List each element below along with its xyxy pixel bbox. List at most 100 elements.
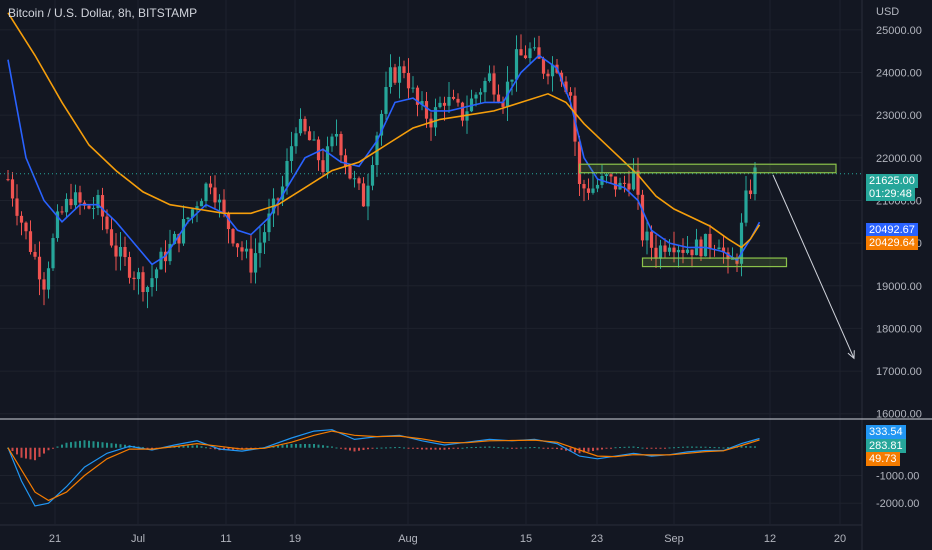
candle-body[interactable] <box>159 251 163 270</box>
candle-body[interactable] <box>339 133 343 156</box>
candle-body[interactable] <box>388 67 393 88</box>
candle-body[interactable] <box>370 165 375 186</box>
candle-body[interactable] <box>42 279 46 290</box>
candle-body[interactable] <box>330 136 334 147</box>
candle-body[interactable] <box>127 257 132 278</box>
candle-body[interactable] <box>451 96 456 99</box>
candle-body[interactable] <box>541 58 546 74</box>
candle-body[interactable] <box>352 178 357 180</box>
candle-body[interactable] <box>676 249 681 253</box>
candle-body[interactable] <box>636 170 640 195</box>
candle-body[interactable] <box>60 211 64 213</box>
candle-body[interactable] <box>546 73 550 77</box>
candle-body[interactable] <box>564 81 568 93</box>
candle-body[interactable] <box>501 101 505 107</box>
candle-body[interactable] <box>132 277 136 280</box>
candle-body[interactable] <box>136 272 141 280</box>
candle-body[interactable] <box>663 245 667 252</box>
candle-body[interactable] <box>748 190 753 195</box>
candle-body[interactable] <box>654 247 658 259</box>
candle-body[interactable] <box>37 256 42 280</box>
candle-body[interactable] <box>96 195 100 209</box>
trend-arrow-line[interactable] <box>772 174 855 359</box>
candle-body[interactable] <box>258 242 262 254</box>
candle-body[interactable] <box>118 246 123 257</box>
candle-body[interactable] <box>334 133 339 137</box>
candle-body[interactable] <box>312 139 316 141</box>
candle-body[interactable] <box>91 208 96 210</box>
candle-body[interactable] <box>64 198 69 213</box>
candle-body[interactable] <box>51 238 55 269</box>
candle-body[interactable] <box>249 248 253 273</box>
candle-body[interactable] <box>447 96 451 106</box>
candle-body[interactable] <box>123 246 127 258</box>
candle-body[interactable] <box>343 155 348 166</box>
candle-body[interactable] <box>316 139 321 161</box>
candle-body[interactable] <box>474 94 478 99</box>
price-zone-rectangle[interactable] <box>641 257 788 268</box>
price-zone-rectangle[interactable] <box>578 163 837 174</box>
candle-body[interactable] <box>253 253 258 273</box>
candle-body[interactable] <box>640 194 645 241</box>
candle-body[interactable] <box>154 269 159 279</box>
candle-body[interactable] <box>519 49 523 56</box>
candle-body[interactable] <box>415 87 420 105</box>
candle-body[interactable] <box>19 215 24 223</box>
candle-body[interactable] <box>591 188 595 193</box>
candle-body[interactable] <box>645 231 649 241</box>
candle-body[interactable] <box>609 174 613 177</box>
candle-body[interactable] <box>631 170 636 190</box>
candle-body[interactable] <box>424 101 429 119</box>
candle-body[interactable] <box>235 243 240 248</box>
macd-pane[interactable] <box>7 429 760 507</box>
candle-body[interactable] <box>379 113 384 136</box>
candle-body[interactable] <box>438 102 442 108</box>
drawing-annotations[interactable] <box>0 163 862 360</box>
candle-body[interactable] <box>487 73 492 81</box>
slow-moving-average[interactable] <box>7 12 761 249</box>
candle-body[interactable] <box>717 247 721 250</box>
candle-body[interactable] <box>348 165 352 179</box>
candle-body[interactable] <box>28 231 33 252</box>
candle-body[interactable] <box>595 184 600 189</box>
candle-body[interactable] <box>204 183 208 202</box>
candle-body[interactable] <box>510 79 514 82</box>
candle-body[interactable] <box>285 161 289 187</box>
candle-body[interactable] <box>496 94 501 102</box>
candle-body[interactable] <box>492 73 496 95</box>
candle-body[interactable] <box>231 229 235 244</box>
candle-body[interactable] <box>195 206 199 210</box>
candle-body[interactable] <box>105 216 109 230</box>
candle-body[interactable] <box>361 183 366 207</box>
candle-body[interactable] <box>730 258 735 260</box>
candle-body[interactable] <box>15 198 19 216</box>
candle-body[interactable] <box>550 64 555 77</box>
candle-body[interactable] <box>523 55 528 59</box>
fast-moving-average[interactable] <box>7 54 761 266</box>
candle-body[interactable] <box>141 272 145 293</box>
candle-body[interactable] <box>397 66 402 83</box>
candle-body[interactable] <box>199 201 204 207</box>
candle-body[interactable] <box>181 219 186 244</box>
candle-body[interactable] <box>357 178 361 184</box>
candle-body[interactable] <box>420 101 424 105</box>
candle-body[interactable] <box>24 222 28 232</box>
candle-body[interactable] <box>582 184 586 189</box>
candle-body[interactable] <box>55 211 60 239</box>
candle-body[interactable] <box>289 146 294 162</box>
candle-body[interactable] <box>411 87 415 89</box>
candle-body[interactable] <box>366 185 370 207</box>
candle-body[interactable] <box>586 188 591 193</box>
candle-body[interactable] <box>735 258 739 264</box>
candle-body[interactable] <box>276 198 280 200</box>
candle-body[interactable] <box>78 192 82 203</box>
candle-body[interactable] <box>226 212 231 230</box>
candle-body[interactable] <box>177 233 181 244</box>
candle-body[interactable] <box>303 118 307 132</box>
candle-body[interactable] <box>681 249 685 253</box>
candle-body[interactable] <box>406 73 411 89</box>
candle-body[interactable] <box>721 247 726 253</box>
candle-body[interactable] <box>537 47 541 59</box>
macd-signal-line[interactable] <box>7 430 760 502</box>
candle-body[interactable] <box>703 233 708 257</box>
